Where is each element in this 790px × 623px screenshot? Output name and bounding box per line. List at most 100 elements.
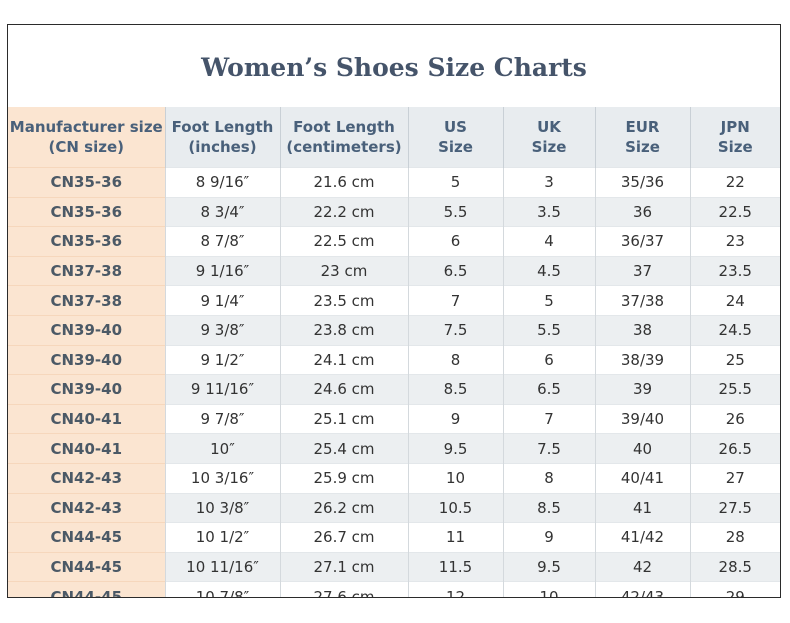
- jpn-size-cell: 28.5: [690, 551, 780, 582]
- us-size-cell: 6: [408, 226, 504, 257]
- table-row: CN39-40 9 11/16″ 24.6 cm 8.5 6.5 39 25.5: [8, 374, 780, 405]
- jpn-size-cell: 26: [690, 403, 780, 434]
- page-title: Women’s Shoes Size Charts: [201, 53, 587, 82]
- table-row: CN39-40 9 1/2″ 24.1 cm 8 6 38/39 25: [8, 344, 780, 375]
- foot-length-cm-cell: 24.1 cm: [280, 344, 409, 375]
- us-size-cell: 9: [408, 403, 504, 434]
- size-chart-frame: Women’s Shoes Size Charts Manufacturer s…: [7, 24, 781, 598]
- uk-size-cell: 9.5: [503, 551, 596, 582]
- eur-size-cell: 38/39: [595, 344, 691, 375]
- eur-size-cell: 41: [595, 492, 691, 523]
- foot-length-cm-cell: 27.1 cm: [280, 551, 409, 582]
- eur-size-cell: 40/41: [595, 462, 691, 494]
- foot-length-cm-cell: 26.2 cm: [280, 492, 409, 523]
- jpn-size-cell: 23: [690, 226, 780, 257]
- cn-size-cell: CN35-36: [8, 226, 166, 257]
- jpn-size-cell: 24: [690, 285, 780, 316]
- foot-length-inches-cell: 10 7/8″: [165, 581, 281, 597]
- cn-size-cell: CN42-43: [8, 492, 166, 523]
- foot-length-cm-cell: 26.7 cm: [280, 522, 409, 553]
- uk-size-cell: 8: [503, 462, 596, 494]
- foot-length-cm-cell: 25.9 cm: [280, 462, 409, 494]
- foot-length-inches-cell: 10 3/16″: [165, 462, 281, 494]
- eur-size-cell: 35/36: [595, 167, 691, 198]
- us-size-cell: 8.5: [408, 374, 504, 405]
- us-size-cell: 7: [408, 285, 504, 316]
- foot-length-cm-cell: 23.5 cm: [280, 285, 409, 316]
- us-size-cell: 10: [408, 462, 504, 494]
- header-us-size: US Size: [408, 107, 504, 168]
- jpn-size-cell: 22.5: [690, 196, 780, 227]
- uk-size-cell: 3.5: [503, 196, 596, 227]
- cn-size-cell: CN37-38: [8, 285, 166, 316]
- table-row: CN42-43 10 3/8″ 26.2 cm 10.5 8.5 41 27.5: [8, 492, 780, 523]
- foot-length-inches-cell: 10 1/2″: [165, 522, 281, 553]
- us-size-cell: 10.5: [408, 492, 504, 523]
- size-chart-table: Manufacturer size (CN size) Foot Length …: [8, 107, 780, 597]
- eur-size-cell: 39/40: [595, 403, 691, 434]
- eur-size-cell: 41/42: [595, 522, 691, 553]
- us-size-cell: 11: [408, 522, 504, 553]
- cn-size-cell: CN40-41: [8, 403, 166, 434]
- header-row: Manufacturer size (CN size) Foot Length …: [8, 107, 780, 168]
- foot-length-cm-cell: 23.8 cm: [280, 314, 409, 346]
- us-size-cell: 5.5: [408, 196, 504, 227]
- jpn-size-cell: 28: [690, 522, 780, 553]
- uk-size-cell: 6: [503, 344, 596, 375]
- foot-length-inches-cell: 8 9/16″: [165, 167, 281, 198]
- eur-size-cell: 37/38: [595, 285, 691, 316]
- cn-size-cell: CN35-36: [8, 167, 166, 198]
- us-size-cell: 11.5: [408, 551, 504, 582]
- table-row: CN35-36 8 9/16″ 21.6 cm 5 3 35/36 22: [8, 167, 780, 198]
- jpn-size-cell: 26.5: [690, 433, 780, 464]
- cn-size-cell: CN39-40: [8, 374, 166, 405]
- table-row: CN35-36 8 3/4″ 22.2 cm 5.5 3.5 36 22.5: [8, 196, 780, 227]
- table-row: CN42-43 10 3/16″ 25.9 cm 10 8 40/41 27: [8, 462, 780, 494]
- header-foot-length-inches: Foot Length (inches): [165, 107, 281, 168]
- header-jpn-size: JPN Size: [690, 107, 780, 168]
- jpn-size-cell: 23.5: [690, 255, 780, 286]
- cn-size-cell: CN42-43: [8, 462, 166, 494]
- us-size-cell: 5: [408, 167, 504, 198]
- table-row: CN35-36 8 7/8″ 22.5 cm 6 4 36/37 23: [8, 226, 780, 257]
- uk-size-cell: 5.5: [503, 314, 596, 346]
- eur-size-cell: 42/43: [595, 581, 691, 597]
- table-row: CN44-45 10 11/16″ 27.1 cm 11.5 9.5 42 28.5: [8, 551, 780, 582]
- us-size-cell: 9.5: [408, 433, 504, 464]
- eur-size-cell: 39: [595, 374, 691, 405]
- size-rows: CN35-36 8 9/16″ 21.6 cm 5 3 35/36 22 CN35-36 8 3…: [8, 167, 780, 597]
- eur-size-cell: 40: [595, 433, 691, 464]
- foot-length-cm-cell: 27.6 cm: [280, 581, 409, 597]
- table-row: CN40-41 9 7/8″ 25.1 cm 9 7 39/40 26: [8, 403, 780, 434]
- foot-length-inches-cell: 9 3/8″: [165, 314, 281, 346]
- foot-length-cm-cell: 22.2 cm: [280, 196, 409, 227]
- uk-size-cell: 5: [503, 285, 596, 316]
- foot-length-cm-cell: 25.4 cm: [280, 433, 409, 464]
- cn-size-cell: CN44-45: [8, 551, 166, 582]
- jpn-size-cell: 24.5: [690, 314, 780, 346]
- uk-size-cell: 8.5: [503, 492, 596, 523]
- eur-size-cell: 36: [595, 196, 691, 227]
- foot-length-inches-cell: 9 7/8″: [165, 403, 281, 434]
- uk-size-cell: 9: [503, 522, 596, 553]
- cn-size-cell: CN40-41: [8, 433, 166, 464]
- foot-length-cm-cell: 25.1 cm: [280, 403, 409, 434]
- table-row: CN44-45 10 7/8″ 27.6 cm 12 10 42/43 29: [8, 581, 780, 597]
- cn-size-cell: CN44-45: [8, 581, 166, 597]
- jpn-size-cell: 25.5: [690, 374, 780, 405]
- eur-size-cell: 36/37: [595, 226, 691, 257]
- table-row: CN37-38 9 1/4″ 23.5 cm 7 5 37/38 24: [8, 285, 780, 316]
- jpn-size-cell: 22: [690, 167, 780, 198]
- uk-size-cell: 6.5: [503, 374, 596, 405]
- header-uk-size: UK Size: [503, 107, 596, 168]
- foot-length-inches-cell: 10″: [165, 433, 281, 464]
- us-size-cell: 7.5: [408, 314, 504, 346]
- foot-length-inches-cell: 10 11/16″: [165, 551, 281, 582]
- header-manufacturer-size: Manufacturer size (CN size): [8, 107, 166, 168]
- uk-size-cell: 3: [503, 167, 596, 198]
- foot-length-cm-cell: 24.6 cm: [280, 374, 409, 405]
- foot-length-inches-cell: 9 1/16″: [165, 255, 281, 286]
- jpn-size-cell: 27: [690, 462, 780, 494]
- cn-size-cell: CN39-40: [8, 314, 166, 346]
- jpn-size-cell: 27.5: [690, 492, 780, 523]
